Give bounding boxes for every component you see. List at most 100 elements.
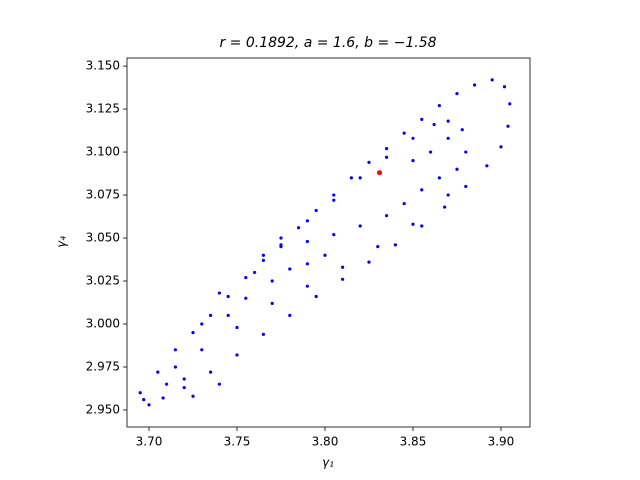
point xyxy=(217,382,221,386)
point xyxy=(384,147,389,151)
point xyxy=(402,131,406,135)
point xyxy=(200,322,204,326)
plot-area xyxy=(138,78,512,407)
point xyxy=(506,124,510,128)
point xyxy=(305,239,309,244)
point xyxy=(323,253,327,257)
point xyxy=(332,193,336,197)
point xyxy=(270,279,274,283)
point xyxy=(226,313,230,318)
point xyxy=(208,370,213,374)
y-tick-label: 3.000 xyxy=(86,317,120,331)
point xyxy=(270,301,274,305)
point xyxy=(376,245,380,249)
point xyxy=(358,176,362,180)
point xyxy=(490,78,494,82)
point xyxy=(191,394,195,398)
point xyxy=(472,83,477,87)
point xyxy=(411,159,415,163)
point xyxy=(455,91,459,96)
point xyxy=(502,85,507,89)
point xyxy=(200,348,204,352)
point xyxy=(384,214,389,218)
point xyxy=(288,267,292,271)
point xyxy=(305,262,309,266)
x-tick-label: 3.70 xyxy=(136,435,163,449)
x-tick-label: 3.85 xyxy=(400,435,427,449)
point xyxy=(314,208,318,213)
point xyxy=(235,353,239,357)
point xyxy=(261,253,265,257)
point xyxy=(147,403,151,407)
point xyxy=(279,245,283,249)
point xyxy=(446,136,450,140)
point xyxy=(464,150,468,154)
point xyxy=(314,294,318,299)
y-tick-label: 3.150 xyxy=(86,59,120,73)
point xyxy=(142,398,146,402)
point xyxy=(393,243,397,247)
point xyxy=(340,265,345,269)
point xyxy=(446,193,450,197)
y-tick-label: 2.975 xyxy=(86,359,120,373)
point xyxy=(455,167,459,171)
point xyxy=(305,284,309,288)
point xyxy=(296,226,301,230)
point xyxy=(349,176,353,180)
y-tick-label: 3.025 xyxy=(86,274,120,288)
y-tick-label: 2.950 xyxy=(86,402,120,416)
point xyxy=(340,277,345,281)
point xyxy=(411,222,415,226)
point xyxy=(377,170,383,176)
point xyxy=(182,386,186,390)
point xyxy=(402,202,406,206)
point xyxy=(156,370,160,374)
point xyxy=(164,382,169,386)
point xyxy=(138,391,142,395)
point xyxy=(432,122,436,127)
point xyxy=(499,145,503,149)
point xyxy=(384,155,389,159)
point xyxy=(437,176,441,180)
x-tick-label: 3.75 xyxy=(224,435,251,449)
point xyxy=(191,331,195,335)
point xyxy=(182,377,186,381)
point xyxy=(288,313,292,318)
point xyxy=(420,224,424,228)
point xyxy=(464,184,468,189)
point xyxy=(261,332,265,336)
point xyxy=(244,296,248,300)
point xyxy=(332,232,336,237)
y-tick-label: 3.050 xyxy=(86,231,120,245)
point xyxy=(244,275,248,280)
point xyxy=(226,294,230,299)
point xyxy=(367,160,371,164)
point xyxy=(446,119,450,123)
point xyxy=(411,136,415,140)
point xyxy=(261,258,265,262)
point xyxy=(437,104,441,108)
point xyxy=(208,313,213,318)
point xyxy=(161,396,165,400)
point xyxy=(252,270,257,275)
y-axis-label: γ₄ xyxy=(55,236,69,248)
x-tick-label: 3.90 xyxy=(488,435,515,449)
point xyxy=(485,164,489,168)
point xyxy=(332,198,336,202)
point xyxy=(217,291,221,295)
point xyxy=(420,188,424,192)
point xyxy=(420,117,424,121)
point xyxy=(508,102,512,106)
point xyxy=(173,365,177,369)
point xyxy=(428,150,433,154)
axes-frame xyxy=(126,57,531,428)
y-tick-label: 3.075 xyxy=(86,188,120,202)
x-axis-label: γ₁ xyxy=(322,456,334,470)
x-tick-label: 3.80 xyxy=(312,435,339,449)
point xyxy=(235,325,239,330)
point xyxy=(367,260,371,264)
point xyxy=(358,224,362,228)
y-tick-label: 3.125 xyxy=(86,102,120,116)
